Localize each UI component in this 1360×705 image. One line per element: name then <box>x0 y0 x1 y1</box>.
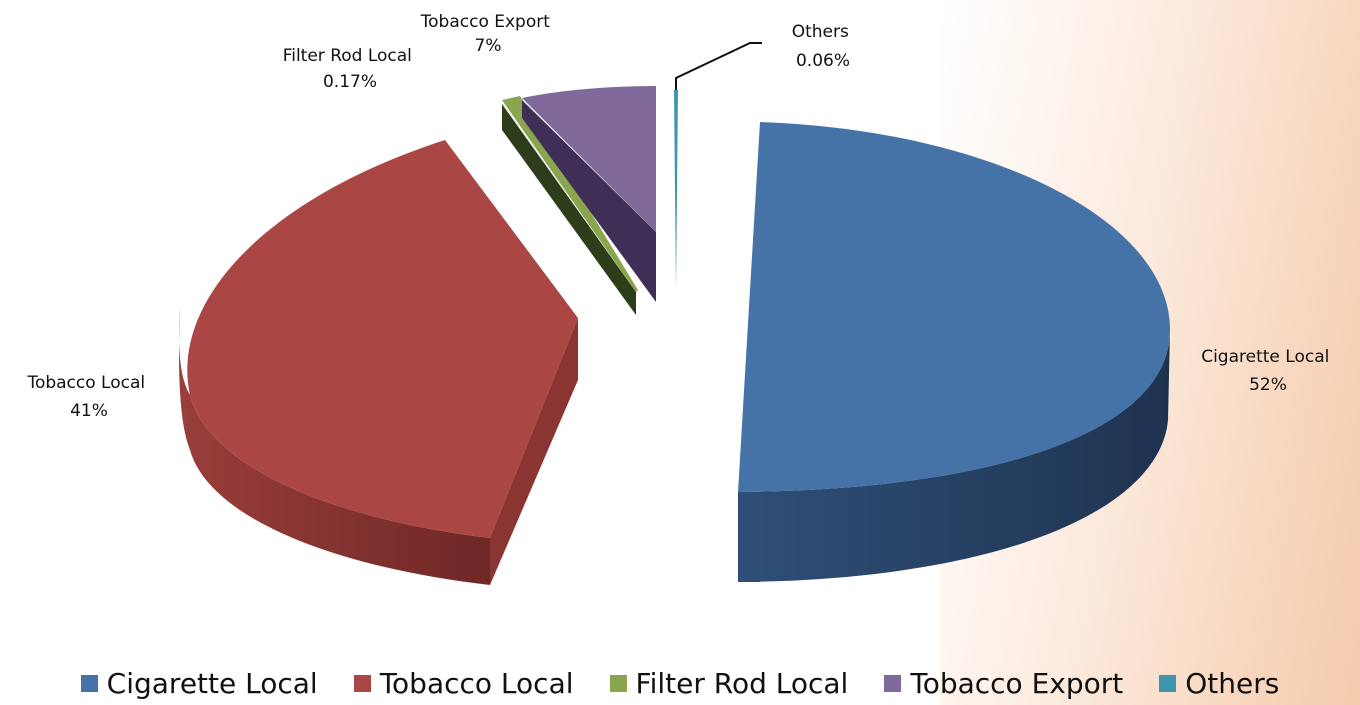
label-tobacco-local-pct: 41% <box>70 401 108 421</box>
chart-legend: Cigarette Local Tobacco Local Filter Rod… <box>0 662 1360 704</box>
label-filter-rod-local: Filter Rod Local 0.17% <box>283 46 418 92</box>
label-others: Others 0.06% <box>792 22 855 71</box>
legend-label: Others <box>1185 666 1280 700</box>
label-others-pct: 0.06% <box>796 51 850 71</box>
pie-chart: Cigarette Local 52% Tobacco Local 41% Fi… <box>26 12 1335 585</box>
slice-filter-rod-local <box>502 96 638 315</box>
legend-swatch <box>353 674 371 692</box>
slice-filter-rod-local-top <box>502 96 638 292</box>
label-filter-rod-local-name: Filter Rod Local <box>283 46 412 66</box>
legend-item-others: Others <box>1159 667 1279 700</box>
legend-label: Cigarette Local <box>106 666 318 700</box>
slice-tobacco-local <box>179 140 578 585</box>
label-tobacco-local: Tobacco Local 41% <box>26 373 150 421</box>
legend-swatch <box>80 674 98 692</box>
slice-cigarette-local-side <box>738 330 1170 582</box>
slice-tobacco-export-top <box>522 86 656 232</box>
legend-label: Tobacco Export <box>910 666 1124 700</box>
label-filter-rod-local-pct: 0.17% <box>323 72 377 92</box>
slice-tobacco-export-side <box>522 100 656 302</box>
slice-others-top <box>674 90 678 290</box>
legend-item-filter-rod-local: Filter Rod Local <box>609 666 849 700</box>
legend-label: Filter Rod Local <box>635 666 849 700</box>
others-leader-line <box>675 42 762 90</box>
slice-filter-rod-local-side <box>502 104 636 315</box>
slice-tobacco-local-top <box>187 140 578 538</box>
label-cigarette-local: Cigarette Local 52% <box>1201 347 1335 395</box>
legend-swatch <box>1159 674 1177 692</box>
slice-cigarette-local <box>738 122 1170 582</box>
slice-tobacco-local-side <box>179 305 490 585</box>
label-tobacco-export-name: Tobacco Export <box>420 12 551 32</box>
label-tobacco-local-name: Tobacco Local <box>26 373 145 393</box>
label-tobacco-export: Tobacco Export 7% <box>420 12 556 56</box>
legend-swatch <box>609 674 627 692</box>
legend-swatch <box>884 674 902 692</box>
label-cigarette-local-name: Cigarette Local <box>1201 347 1329 367</box>
label-cigarette-local-pct: 52% <box>1249 375 1287 395</box>
slice-tobacco-local-inner <box>490 318 578 585</box>
slice-cigarette-local-top <box>738 122 1170 492</box>
label-tobacco-export-pct: 7% <box>475 36 502 56</box>
legend-label: Tobacco Local <box>379 666 574 700</box>
legend-item-tobacco-local: Tobacco Local <box>353 666 574 700</box>
slice-others <box>674 90 678 290</box>
legend-item-cigarette-local: Cigarette Local <box>80 666 318 700</box>
label-others-name: Others <box>792 22 849 42</box>
legend-item-tobacco-export: Tobacco Export <box>884 667 1123 700</box>
slice-tobacco-export <box>522 86 656 302</box>
